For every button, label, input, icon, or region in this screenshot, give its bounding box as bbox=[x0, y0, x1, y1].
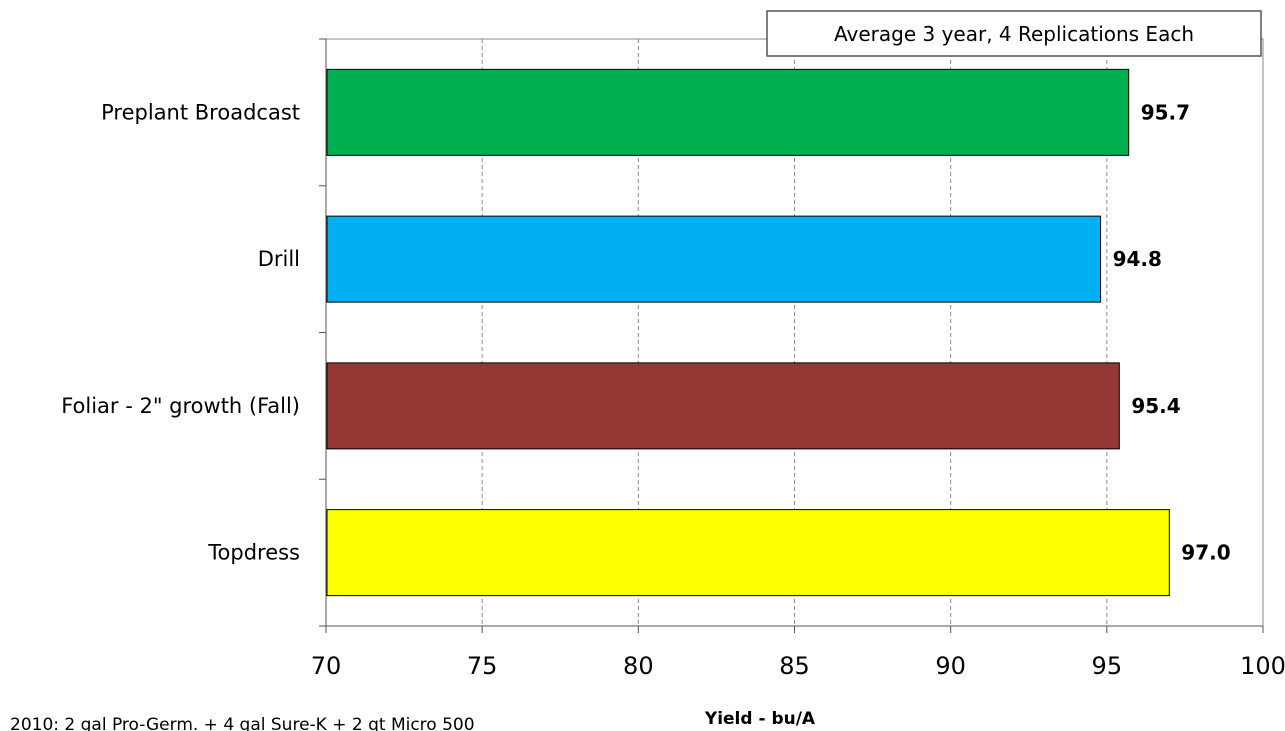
annotation-box: Average 3 year, 4 Replications Each bbox=[766, 10, 1262, 57]
data-label: 95.4 bbox=[1131, 394, 1180, 418]
data-label: 97.0 bbox=[1181, 541, 1230, 565]
category-label: Foliar - 2" growth (Fall) bbox=[61, 394, 300, 418]
bar bbox=[326, 509, 1170, 597]
x-tick-label: 90 bbox=[935, 652, 966, 680]
data-label: 94.8 bbox=[1113, 247, 1162, 271]
data-label: 95.7 bbox=[1141, 100, 1190, 124]
x-tick-label: 80 bbox=[623, 652, 654, 680]
annotation-text: Average 3 year, 4 Replications Each bbox=[834, 22, 1194, 46]
category-label: Preplant Broadcast bbox=[101, 100, 300, 124]
bars bbox=[326, 68, 1170, 597]
category-label: Drill bbox=[258, 247, 300, 271]
x-tick-label: 75 bbox=[467, 652, 498, 680]
x-tick-label: 85 bbox=[779, 652, 810, 680]
annotation-border bbox=[766, 10, 1262, 57]
bar bbox=[326, 68, 1130, 156]
footnote: 2010: 2 gal Pro-Germ. + 4 gal Sure-K + 2… bbox=[10, 715, 475, 731]
data-labels: 95.7 94.8 95.4 97.0 bbox=[1113, 100, 1231, 564]
bar bbox=[326, 215, 1102, 303]
axes bbox=[319, 38, 1264, 633]
x-tick-labels: 70 75 80 85 90 95 100 bbox=[311, 652, 1285, 680]
category-label: Topdress bbox=[207, 541, 300, 565]
x-tick-label: 70 bbox=[311, 652, 342, 680]
bar bbox=[326, 362, 1120, 450]
x-axis-title: Yield - bu/A bbox=[704, 709, 816, 729]
category-labels: Preplant Broadcast Drill Foliar - 2" growt… bbox=[61, 100, 300, 564]
x-tick-label: 100 bbox=[1240, 652, 1285, 680]
x-tick-label: 95 bbox=[1092, 652, 1123, 680]
